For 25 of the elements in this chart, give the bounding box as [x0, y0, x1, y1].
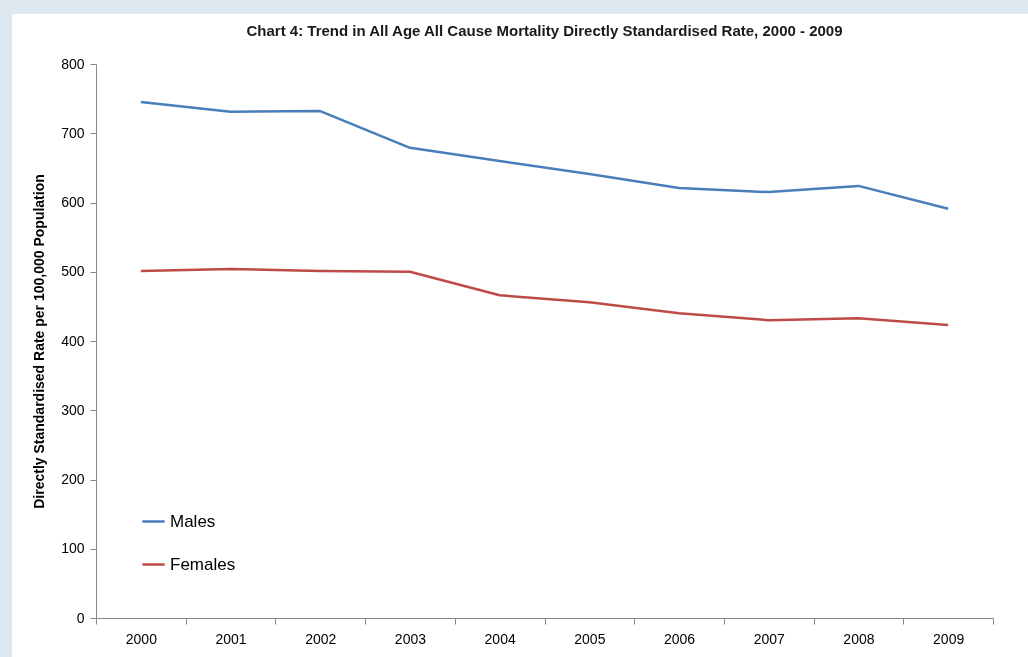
- x-tick-label: 2007: [753, 630, 786, 647]
- y-tick-label: 400: [61, 332, 85, 349]
- y-tick-label: 200: [61, 471, 85, 487]
- y-axis-title: Directly Standardised Rate per 100,000 Population: [31, 174, 48, 509]
- x-tick-label: 2009: [933, 630, 965, 647]
- y-tick-label: 800: [61, 55, 85, 72]
- x-tick-label: 2006: [663, 630, 696, 647]
- y-tick-label: 0: [76, 609, 85, 626]
- legend-label: Males: [170, 511, 216, 531]
- line-series: [139, 100, 950, 210]
- y-tick-label: 300: [61, 401, 85, 418]
- chart-title: Chart 4: Trend in All Age All Cause Mortality Directly Standardised Rate, 2000 - 2009: [246, 22, 843, 39]
- y-tick-label: 100: [61, 540, 85, 557]
- x-tick-label: 2003: [394, 630, 427, 647]
- x-tick-label: 2000: [125, 630, 158, 647]
- x-tick-label: 2004: [484, 630, 516, 647]
- y-tick-label: 700: [61, 124, 85, 141]
- x-tick-label: 2002: [305, 630, 337, 647]
- y-tick-label: 500: [61, 263, 85, 280]
- x-tick-label: 2005: [574, 630, 606, 647]
- legend-label: Females: [170, 554, 236, 574]
- x-tick-label: 2001: [215, 630, 247, 647]
- line-series: [139, 267, 950, 327]
- x-tick-label: 2008: [843, 630, 875, 647]
- y-tick-label: 600: [61, 194, 85, 210]
